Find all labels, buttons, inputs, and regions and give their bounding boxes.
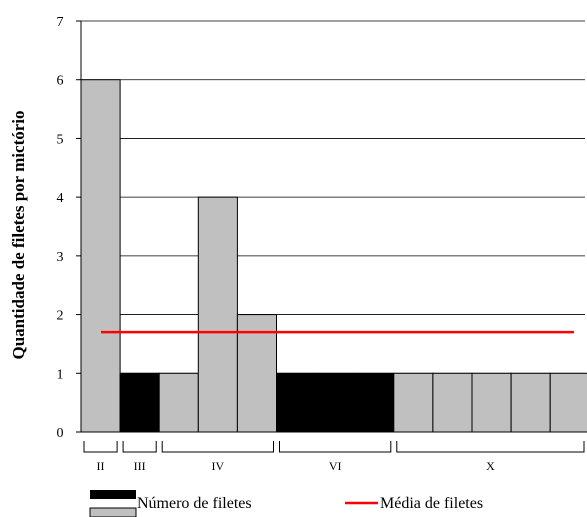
group-bracket — [396, 441, 585, 453]
legend-swatch-gray-bar — [89, 507, 137, 517]
y-tick-label: 7 — [57, 15, 64, 30]
bar — [510, 372, 551, 433]
y-tick-label: 4 — [57, 191, 64, 206]
bar — [197, 196, 238, 433]
bar — [158, 372, 199, 433]
legend: Número de filetes Média de filetes — [89, 490, 483, 517]
group-label: III — [134, 459, 146, 473]
bar — [236, 314, 277, 433]
gridlines — [81, 20, 585, 374]
group-bracket — [161, 441, 274, 453]
bar — [432, 372, 473, 433]
bar — [471, 372, 512, 433]
y-tick-label: 3 — [57, 250, 64, 265]
group-label: X — [486, 459, 495, 473]
bars — [80, 79, 587, 433]
group-label: VI — [329, 459, 342, 473]
legend-swatch-black-bar — [90, 490, 136, 499]
bar — [119, 372, 160, 433]
axes — [76, 20, 585, 433]
bar — [354, 372, 395, 433]
bar — [393, 372, 434, 433]
bar — [549, 372, 587, 433]
group-label: II — [97, 459, 105, 473]
bar — [80, 79, 121, 433]
group-bracket — [122, 441, 157, 453]
y-tick-label: 6 — [57, 74, 64, 89]
group-bracket — [279, 441, 392, 453]
legend-bar-label: Número de filetes — [137, 495, 252, 512]
y-axis-label: Quantidade de filetes por mictório — [9, 111, 28, 360]
bar — [276, 372, 317, 433]
bar — [315, 372, 356, 433]
group-brackets: II III IV VI X — [83, 441, 585, 473]
group-label: IV — [212, 459, 225, 473]
y-tick-labels: 0 1 2 3 4 5 6 7 — [57, 15, 64, 441]
y-tick-label: 1 — [57, 367, 64, 382]
y-tick-label: 5 — [57, 132, 64, 147]
y-tick-label: 0 — [57, 426, 64, 441]
legend-line-label: Média de filetes — [380, 495, 483, 512]
y-tick-label: 2 — [57, 309, 64, 324]
group-bracket — [83, 441, 118, 453]
